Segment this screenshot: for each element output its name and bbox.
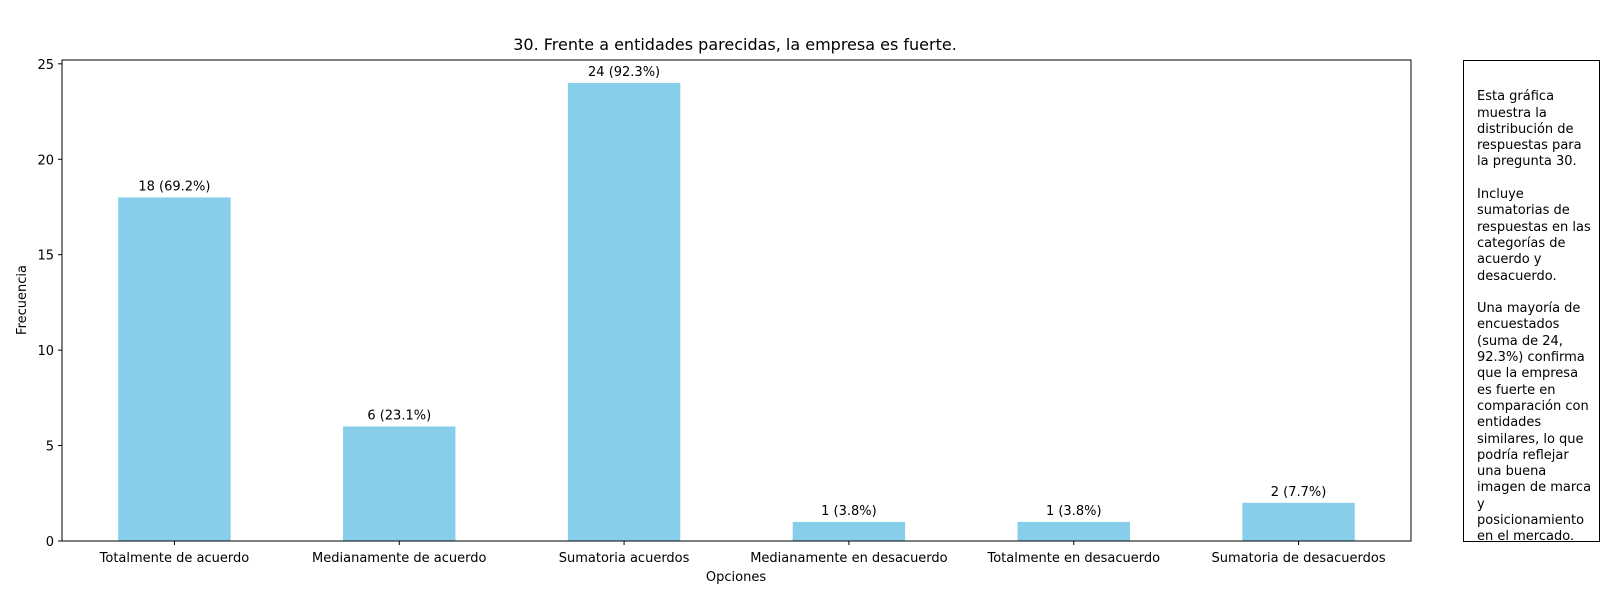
bar: [792, 521, 906, 541]
x-tick-label: Totalmente de acuerdo: [99, 551, 250, 566]
y-tick-label: 20: [37, 153, 54, 168]
x-tick-label: Sumatoria de desacuerdos: [1212, 551, 1386, 566]
x-tick-label: Medianamente en desacuerdo: [750, 551, 947, 566]
y-tick-label: 15: [37, 249, 54, 264]
y-tick-label: 5: [46, 440, 54, 455]
y-tick-label: 10: [37, 344, 54, 359]
data-label: 6 (23.1%): [367, 408, 431, 423]
bar: [1242, 502, 1355, 541]
bar: [343, 426, 456, 541]
y-tick-label: 0: [46, 535, 54, 550]
annotation-text: Esta gráfica muestra la distribución de …: [1477, 89, 1592, 545]
data-label: 1 (3.8%): [1046, 504, 1102, 519]
chart-title: 30. Frente a entidades parecidas, la emp…: [513, 35, 957, 54]
annotation-box: Esta gráfica muestra la distribución de …: [1463, 60, 1600, 545]
plot-frame: [61, 59, 1412, 542]
y-axis-label: Frecuencia: [15, 265, 30, 335]
data-label: 24 (92.3%): [588, 65, 660, 80]
x-tick-label: Totalmente en desacuerdo: [986, 551, 1160, 566]
bar: [118, 197, 231, 541]
x-tick-label: Sumatoria acuerdos: [559, 551, 690, 566]
y-tick-label: 25: [37, 58, 54, 73]
data-label: 18 (69.2%): [138, 179, 210, 194]
bar: [1017, 521, 1130, 541]
x-tick-label: Medianamente de acuerdo: [312, 551, 486, 566]
data-label: 1 (3.8%): [821, 504, 877, 519]
bar: [567, 82, 681, 542]
x-axis-label: Opciones: [706, 570, 766, 585]
data-label: 2 (7.7%): [1271, 485, 1327, 500]
